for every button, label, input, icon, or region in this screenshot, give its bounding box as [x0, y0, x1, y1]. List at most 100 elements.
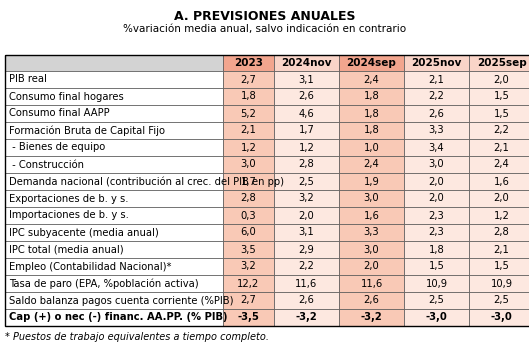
Text: IPC subyacente (media anual): IPC subyacente (media anual): [9, 227, 159, 238]
Bar: [5, 207, 223, 224]
Text: IPC total (media anual): IPC total (media anual): [9, 244, 124, 255]
Text: 2,2: 2,2: [428, 91, 444, 101]
Text: 2,0: 2,0: [494, 74, 509, 84]
Bar: [274, 207, 339, 224]
Bar: [5, 258, 223, 275]
Text: 3,0: 3,0: [241, 160, 257, 170]
Text: 3,0: 3,0: [428, 160, 444, 170]
Text: 2,7: 2,7: [241, 74, 257, 84]
Bar: [223, 156, 274, 173]
Bar: [469, 156, 529, 173]
Bar: [339, 156, 404, 173]
Text: 2,0: 2,0: [428, 193, 444, 204]
Bar: [274, 224, 339, 241]
Text: 2,1: 2,1: [494, 244, 509, 255]
Text: PIB real: PIB real: [9, 74, 47, 84]
Bar: [469, 105, 529, 122]
Text: Saldo balanza pagos cuenta corriente (%PIB): Saldo balanza pagos cuenta corriente (%P…: [9, 296, 233, 305]
Text: 2,4: 2,4: [363, 160, 379, 170]
Text: 1,8: 1,8: [241, 91, 257, 101]
Bar: [404, 224, 469, 241]
Bar: [274, 275, 339, 292]
Text: 1,8: 1,8: [428, 244, 444, 255]
Bar: [223, 258, 274, 275]
Bar: [5, 190, 223, 207]
Text: 2,7: 2,7: [241, 296, 257, 305]
Text: 2,0: 2,0: [299, 210, 314, 221]
Text: 2025nov: 2025nov: [412, 58, 462, 68]
Bar: [339, 122, 404, 139]
Bar: [223, 139, 274, 156]
Text: 2,6: 2,6: [428, 109, 444, 118]
Bar: [339, 139, 404, 156]
Text: 12,2: 12,2: [238, 278, 260, 288]
Text: 2,1: 2,1: [494, 143, 509, 152]
Text: * Puestos de trabajo equivalentes a tiempo completo.: * Puestos de trabajo equivalentes a tiem…: [5, 332, 269, 342]
Text: 2,6: 2,6: [298, 91, 314, 101]
Text: Importaciones de b. y s.: Importaciones de b. y s.: [9, 210, 129, 221]
Text: 2,0: 2,0: [363, 261, 379, 271]
Bar: [223, 224, 274, 241]
Bar: [5, 105, 223, 122]
Text: 1,5: 1,5: [494, 109, 509, 118]
Bar: [5, 309, 223, 326]
Text: 2,5: 2,5: [428, 296, 444, 305]
Text: 1,5: 1,5: [494, 91, 509, 101]
Bar: [5, 275, 223, 292]
Text: 3,1: 3,1: [299, 227, 314, 238]
Text: -3,0: -3,0: [426, 313, 448, 322]
Text: 2,8: 2,8: [299, 160, 314, 170]
Bar: [274, 71, 339, 88]
Bar: [404, 275, 469, 292]
Text: 1,8: 1,8: [363, 126, 379, 135]
Text: 5,2: 5,2: [241, 109, 257, 118]
Bar: [274, 309, 339, 326]
Text: 3,0: 3,0: [364, 244, 379, 255]
Bar: [339, 207, 404, 224]
Bar: [274, 55, 339, 71]
Text: 3,5: 3,5: [241, 244, 257, 255]
Text: 1,6: 1,6: [494, 177, 509, 187]
Bar: [274, 156, 339, 173]
Bar: [274, 190, 339, 207]
Bar: [5, 156, 223, 173]
Text: 1,7: 1,7: [241, 177, 257, 187]
Bar: [404, 241, 469, 258]
Bar: [339, 190, 404, 207]
Text: 0,3: 0,3: [241, 210, 257, 221]
Bar: [404, 105, 469, 122]
Text: -3,2: -3,2: [296, 313, 317, 322]
Bar: [469, 122, 529, 139]
Bar: [469, 139, 529, 156]
Text: 2025sep: 2025sep: [477, 58, 526, 68]
Bar: [223, 105, 274, 122]
Text: 2,4: 2,4: [494, 160, 509, 170]
Bar: [404, 190, 469, 207]
Text: 1,8: 1,8: [363, 109, 379, 118]
Bar: [223, 71, 274, 88]
Bar: [469, 55, 529, 71]
Bar: [5, 292, 223, 309]
Bar: [339, 275, 404, 292]
Bar: [339, 292, 404, 309]
Bar: [5, 71, 223, 88]
Text: 2,5: 2,5: [298, 177, 314, 187]
Bar: [469, 71, 529, 88]
Bar: [5, 55, 223, 71]
Bar: [274, 105, 339, 122]
Bar: [223, 309, 274, 326]
Bar: [404, 55, 469, 71]
Bar: [5, 139, 223, 156]
Bar: [339, 224, 404, 241]
Text: 4,6: 4,6: [299, 109, 314, 118]
Text: 2,6: 2,6: [363, 296, 379, 305]
Bar: [469, 258, 529, 275]
Bar: [404, 207, 469, 224]
Text: 2,8: 2,8: [241, 193, 257, 204]
Text: - Bienes de equipo: - Bienes de equipo: [9, 143, 105, 152]
Bar: [339, 71, 404, 88]
Bar: [469, 309, 529, 326]
Text: Tasa de paro (EPA, %población activa): Tasa de paro (EPA, %población activa): [9, 278, 198, 289]
Text: 6,0: 6,0: [241, 227, 257, 238]
Bar: [223, 292, 274, 309]
